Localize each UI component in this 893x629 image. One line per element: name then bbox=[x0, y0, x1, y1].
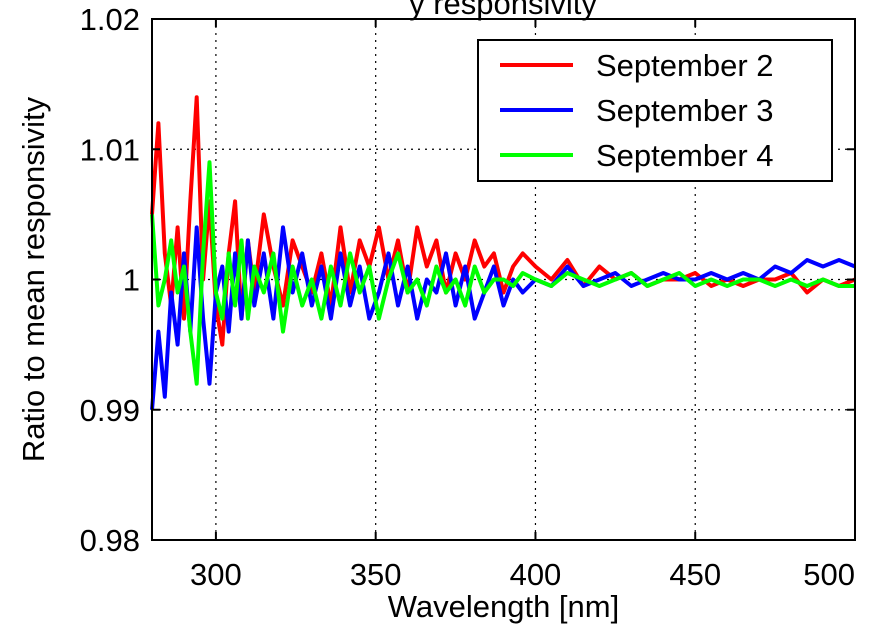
y-tick-label-4: 1.02 bbox=[80, 2, 140, 37]
legend-label-3: September 4 bbox=[596, 138, 774, 173]
x-axis-label: Wavelength [nm] bbox=[388, 589, 619, 624]
legend-label-2: September 3 bbox=[596, 93, 774, 128]
chart-title: y responsivity bbox=[409, 0, 597, 21]
x-tick-label-4: 500 bbox=[803, 557, 855, 592]
x-tick-label-2: 400 bbox=[510, 557, 562, 592]
x-tick-label-1: 350 bbox=[350, 557, 402, 592]
series-line-2 bbox=[150, 225, 856, 410]
plot-area bbox=[150, 95, 856, 410]
y-tick-label-1: 0.99 bbox=[80, 393, 140, 428]
y-tick-label-3: 1.01 bbox=[80, 132, 140, 167]
y-tick-label-2: 1 bbox=[123, 263, 140, 298]
x-tick-label-0: 300 bbox=[190, 557, 242, 592]
y-tick-label-0: 0.98 bbox=[80, 523, 140, 558]
axis-ticks: 300 350 400 450 500 0.98 0.99 1 1.01 1.02 bbox=[80, 2, 856, 592]
legend: September 2 September 3 September 4 bbox=[477, 39, 833, 182]
series-line-3 bbox=[150, 160, 855, 386]
x-tick-label-3: 450 bbox=[669, 557, 721, 592]
y-axis-label: Ratio to mean responsivity bbox=[16, 96, 51, 462]
legend-label-1: September 2 bbox=[596, 48, 774, 83]
